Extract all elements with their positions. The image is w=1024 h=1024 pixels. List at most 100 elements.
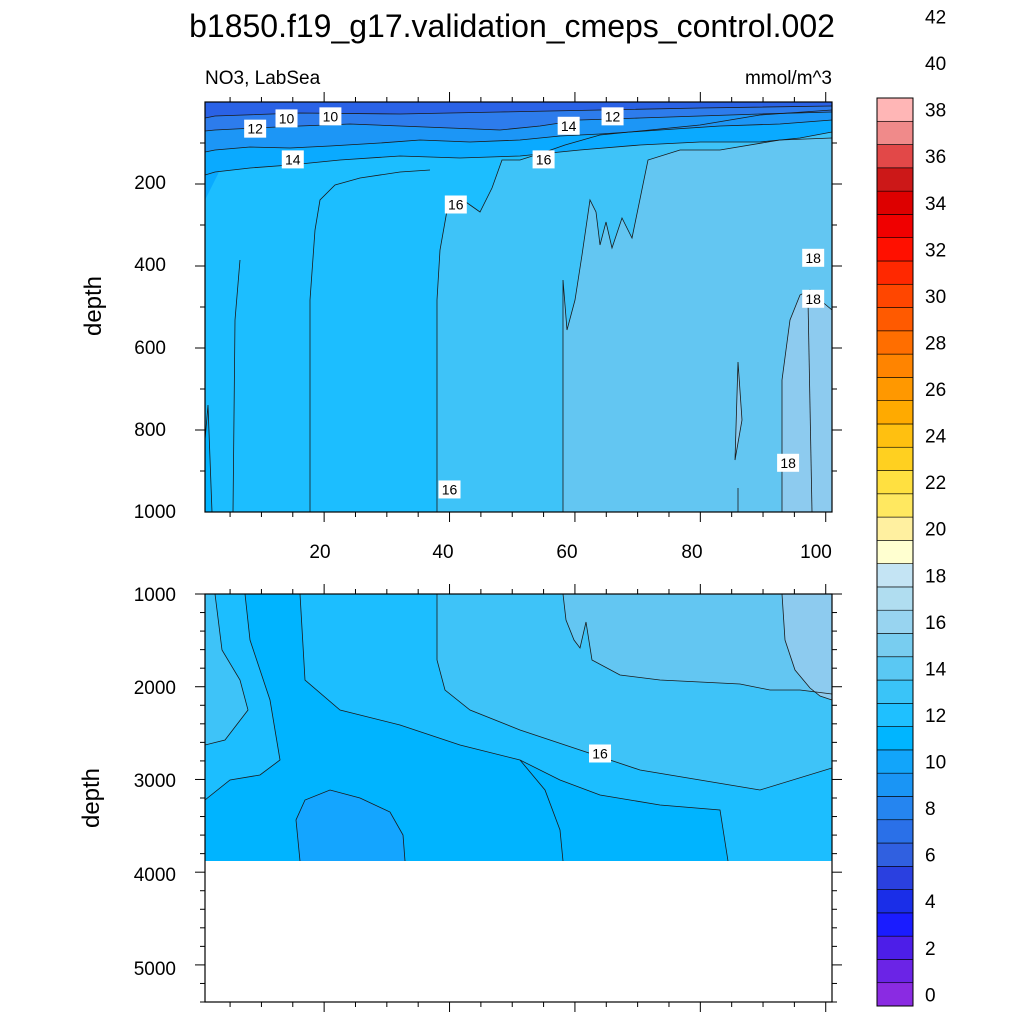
top-y-tick-800: 800 bbox=[134, 420, 166, 441]
colorbar-label: 14 bbox=[925, 659, 947, 680]
top-panel: 10 10 12 12 14 14 16 16 18 18 18 16 bbox=[195, 92, 842, 522]
colorbar-label: 34 bbox=[925, 194, 947, 215]
colorbar-swatch bbox=[876, 353, 914, 378]
colorbar-label: 32 bbox=[925, 240, 946, 261]
colorbar-swatch bbox=[876, 726, 914, 751]
colorbar-swatch bbox=[876, 703, 914, 727]
top-contour-labels: 10 10 12 12 14 14 16 16 18 18 18 16 bbox=[244, 107, 825, 499]
colorbar-swatch bbox=[876, 586, 914, 611]
top-y-tick-400: 400 bbox=[134, 255, 166, 276]
contour-label-text: 18 bbox=[805, 250, 821, 266]
colorbar-label: 18 bbox=[925, 566, 946, 587]
contour-label: 10 bbox=[275, 109, 298, 128]
contour-label-bg bbox=[532, 150, 555, 169]
colorbar-swatch bbox=[876, 446, 914, 471]
bottom-axis-ticks bbox=[195, 584, 842, 1012]
colorbar-labels: 0246810121416182022242628303234363840424… bbox=[925, 8, 947, 1007]
colorbar-swatch bbox=[876, 260, 914, 285]
colorbar-swatch bbox=[876, 97, 914, 122]
colorbar-label: 30 bbox=[925, 287, 946, 308]
contour-label: 14 bbox=[281, 150, 304, 169]
top-contour-fill bbox=[205, 102, 832, 512]
colorbar-label: 4 bbox=[925, 892, 936, 913]
bottom-contour-fill bbox=[205, 594, 832, 1002]
x-tick-40: 40 bbox=[432, 542, 453, 563]
colorbar-swatch bbox=[876, 307, 914, 332]
colorbar-label: 20 bbox=[925, 520, 946, 541]
colorbar-swatch bbox=[876, 982, 914, 1007]
colorbar-label: 8 bbox=[925, 799, 936, 820]
bottom-y-tick-4000: 4000 bbox=[134, 865, 176, 886]
colorbar-label: 12 bbox=[925, 706, 946, 727]
colorbar-frame bbox=[876, 97, 914, 1007]
top-axis-ticks bbox=[195, 92, 842, 522]
contour-label-text: 16 bbox=[442, 481, 458, 497]
colorbar-label: 16 bbox=[925, 613, 946, 634]
x-tick-100: 100 bbox=[800, 542, 832, 563]
contour-label: 16 bbox=[444, 195, 467, 214]
units-label: mmol/m^3 bbox=[745, 68, 832, 89]
contour-label-text: 18 bbox=[780, 455, 796, 471]
contour-label-text: 16 bbox=[536, 151, 552, 167]
colorbar-label: 38 bbox=[925, 101, 946, 122]
contour-label-text: 16 bbox=[592, 745, 608, 761]
contour-label: 12 bbox=[601, 107, 624, 126]
colorbar-swatch bbox=[876, 283, 914, 308]
contour-label-text: 12 bbox=[247, 121, 263, 137]
colorbar-swatch bbox=[876, 377, 914, 401]
colorbar-label: 10 bbox=[925, 753, 946, 774]
colorbar-label: 26 bbox=[925, 380, 946, 401]
colorbar-swatch bbox=[876, 190, 914, 215]
colorbar-swatch bbox=[876, 609, 914, 634]
variable-region-label: NO3, LabSea bbox=[205, 68, 321, 89]
contour-label-text: 10 bbox=[279, 110, 295, 126]
colorbar-swatch bbox=[876, 493, 914, 518]
colorbar-swatch bbox=[876, 796, 914, 821]
colorbar-label: 2 bbox=[925, 939, 936, 960]
bottom-y-tick-2000: 2000 bbox=[134, 678, 176, 699]
x-tick-60: 60 bbox=[556, 542, 577, 563]
colorbar-label: 0 bbox=[925, 985, 936, 1006]
contour-label-bg bbox=[281, 150, 304, 169]
colorbar-swatch bbox=[876, 866, 914, 890]
colorbar-label: 42 bbox=[925, 8, 946, 29]
colorbar-swatch bbox=[876, 423, 914, 448]
contour-label-bg bbox=[444, 195, 467, 214]
x-tick-20: 20 bbox=[309, 542, 330, 563]
bottom-y-tick-3000: 3000 bbox=[134, 771, 176, 792]
colorbar-label: 22 bbox=[925, 473, 946, 494]
contour-label-text: 10 bbox=[323, 108, 339, 124]
contour-label: 16 bbox=[532, 150, 555, 169]
contour-label-bg bbox=[777, 453, 800, 472]
bottom-y-tick-1000: 1000 bbox=[134, 585, 176, 606]
contour-label-text: 12 bbox=[605, 108, 621, 124]
colorbar-label: 28 bbox=[925, 333, 946, 354]
contour-label-text: 14 bbox=[285, 151, 301, 167]
contour-label: 18 bbox=[802, 248, 825, 267]
colorbar-swatch bbox=[876, 470, 914, 495]
contour-label-bg bbox=[802, 248, 825, 267]
colorbar-swatch bbox=[876, 540, 914, 564]
top-y-axis-label: depth bbox=[80, 276, 107, 336]
contour-label-bg bbox=[802, 289, 825, 308]
bottom-panel: 16 bbox=[195, 584, 842, 1012]
contour-label: 16 bbox=[589, 744, 612, 763]
colorbar-swatch bbox=[876, 516, 914, 541]
top-y-tick-1000: 1000 bbox=[134, 502, 176, 523]
colorbar-swatch bbox=[876, 120, 914, 145]
contour-label: 10 bbox=[319, 107, 342, 126]
colorbar-swatch bbox=[876, 330, 914, 355]
contour-label-bg bbox=[589, 744, 612, 763]
colorbar-swatch bbox=[876, 679, 914, 704]
bottom-y-axis-label: depth bbox=[78, 768, 105, 828]
colorbar-swatch bbox=[876, 772, 914, 797]
contour-label-bg bbox=[557, 116, 580, 135]
colorbar-swatch bbox=[876, 656, 914, 681]
colorbar bbox=[876, 97, 914, 1007]
colorbar-label: 24 bbox=[925, 427, 947, 448]
colorbar-swatch bbox=[876, 912, 914, 937]
colorbar-swatch bbox=[876, 167, 914, 192]
colorbar-swatch bbox=[876, 819, 914, 844]
contour-label-bg bbox=[275, 109, 298, 128]
